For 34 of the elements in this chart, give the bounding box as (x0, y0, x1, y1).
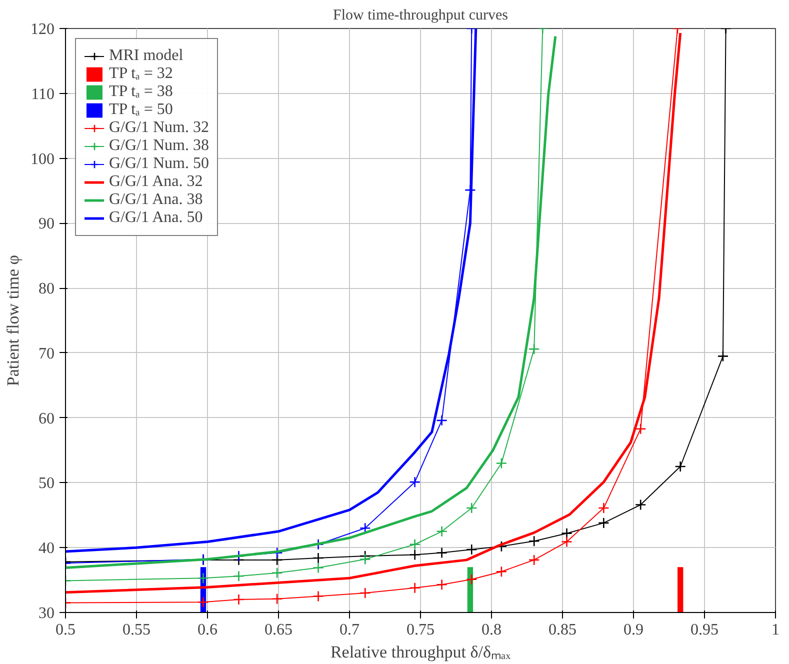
y-tick-label: 80 (38, 280, 54, 298)
y-tick-label: 50 (38, 475, 54, 492)
legend-label: G/G/1 Ana. 32 (109, 173, 203, 191)
legend-label: TP tₐ = 38 (109, 83, 173, 101)
legend-label: G/G/1 Num. 50 (109, 155, 209, 173)
x-tick-label: 1 (772, 622, 780, 638)
y-tick-label: 120 (30, 21, 54, 38)
legend-label: G/G/1 Num. 38 (109, 137, 209, 155)
y-tick-label: 110 (31, 86, 54, 103)
y-tick-label: 40 (38, 540, 54, 558)
x-tick-label: 0.7 (340, 622, 360, 638)
x-tick-label: 0.95 (690, 622, 718, 638)
legend-label: G/G/1 Num. 32 (109, 119, 209, 137)
y-tick-label: 60 (38, 410, 54, 428)
chart-title: Flow time-throughput curves (333, 8, 508, 24)
legend-label: G/G/1 Ana. 38 (109, 191, 203, 209)
legend-label: TP tₐ = 32 (109, 65, 173, 83)
y-axis-title: Patient flow time φ (4, 254, 22, 386)
x-tick-label: 0.55 (122, 622, 150, 638)
x-tick-label: 0.75 (406, 622, 434, 638)
legend-label: G/G/1 Ana. 50 (109, 209, 203, 227)
x-tick-label: 0.8 (482, 622, 502, 638)
x-axis-title: Relative throughput δ/δₘₐₓ (330, 642, 511, 662)
x-tick-label: 0.65 (264, 622, 292, 638)
y-tick-label: 100 (30, 150, 54, 168)
x-tick-label: 0.6 (198, 622, 218, 638)
y-tick-label: 30 (38, 605, 54, 622)
y-tick-label: 90 (38, 216, 54, 233)
legend-label: TP tₐ = 50 (109, 101, 173, 119)
x-tick-label: 0.9 (624, 622, 644, 638)
legend-label: MRI model (109, 47, 184, 65)
y-tick-label: 70 (38, 345, 54, 362)
x-tick-label: 0.5 (56, 622, 76, 638)
x-tick-label: 0.85 (548, 622, 576, 638)
